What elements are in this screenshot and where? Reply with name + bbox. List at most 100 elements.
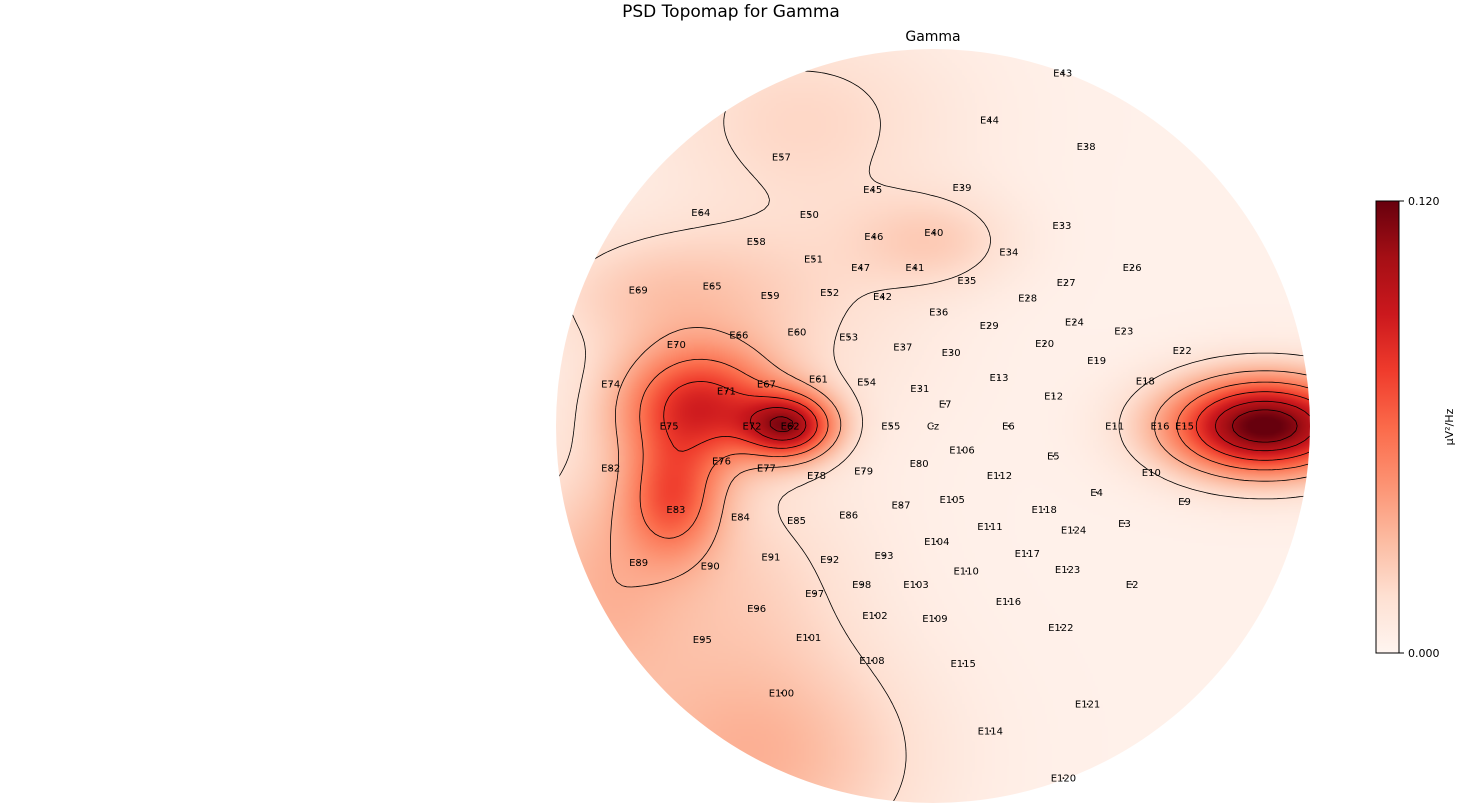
sensor-marker bbox=[675, 343, 678, 346]
sensor-label: E3 bbox=[1118, 519, 1131, 530]
sensor-e108: E108 bbox=[859, 656, 884, 667]
sensor-marker bbox=[937, 310, 940, 313]
sensor-label: E77 bbox=[757, 464, 776, 475]
sensor-label: E86 bbox=[839, 511, 858, 522]
sensor-e75: E75 bbox=[660, 422, 679, 433]
sensor-label: E74 bbox=[601, 379, 620, 390]
sensor-marker bbox=[1131, 583, 1133, 586]
sensor-label: E89 bbox=[629, 558, 648, 569]
sensor-label: E11 bbox=[1105, 422, 1124, 433]
sensor-e103: E103 bbox=[903, 580, 928, 591]
sensor-marker bbox=[828, 291, 831, 294]
sensor-e50: E50 bbox=[800, 210, 819, 221]
sensor-e124: E124 bbox=[1061, 526, 1086, 537]
sensor-e80: E80 bbox=[910, 459, 929, 470]
sensor-e61: E61 bbox=[809, 374, 828, 385]
sensor-label: E69 bbox=[629, 285, 648, 296]
sensor-e83: E83 bbox=[666, 505, 685, 516]
sensor-label: E103 bbox=[903, 580, 928, 591]
sensor-label: E122 bbox=[1048, 623, 1073, 634]
sensor-marker bbox=[934, 617, 936, 620]
contour-level-4 bbox=[663, 381, 1310, 461]
sensor-label: E20 bbox=[1035, 339, 1054, 350]
sensor-e7: E7 bbox=[939, 399, 952, 410]
sensor-e102: E102 bbox=[862, 611, 887, 622]
sensor-label: E92 bbox=[820, 555, 839, 566]
colorbar-gradient bbox=[1375, 200, 1400, 654]
sensor-marker bbox=[989, 525, 991, 528]
sensor-marker bbox=[609, 382, 612, 385]
sensor-e121: E121 bbox=[1075, 700, 1100, 711]
sensor-e106: E106 bbox=[949, 446, 974, 457]
sensor-marker bbox=[918, 462, 920, 465]
sensor-label: E115 bbox=[950, 659, 975, 670]
sensor-marker bbox=[770, 556, 772, 559]
sensor-marker bbox=[1144, 379, 1147, 382]
sensor-marker bbox=[989, 730, 992, 732]
sensor-e5: E5 bbox=[1047, 452, 1060, 463]
sensor-label: E106 bbox=[949, 446, 974, 457]
sensor-label: E117 bbox=[1015, 549, 1040, 560]
sensor-marker bbox=[1061, 224, 1063, 227]
sensor-marker bbox=[1052, 394, 1055, 397]
sensor-e97: E97 bbox=[805, 589, 824, 600]
sensor-label: E37 bbox=[893, 342, 912, 353]
sensor-e70: E70 bbox=[667, 340, 686, 351]
contour-level-2 bbox=[610, 327, 1310, 588]
sensor-e123: E123 bbox=[1055, 565, 1080, 576]
sensor-label: E104 bbox=[924, 537, 949, 548]
sensor-marker bbox=[988, 119, 991, 121]
sensor-e52: E52 bbox=[820, 288, 839, 299]
sensor-label: E43 bbox=[1053, 68, 1072, 79]
sensor-e9: E9 bbox=[1178, 497, 1191, 508]
sensor-marker bbox=[637, 561, 640, 564]
sensor-marker bbox=[871, 188, 874, 191]
sensor-marker bbox=[932, 231, 935, 234]
sensor-e89: E89 bbox=[629, 558, 648, 569]
sensor-marker bbox=[769, 294, 771, 297]
sensor-label: E58 bbox=[747, 237, 766, 248]
sensor-e47: E47 bbox=[851, 263, 870, 274]
sensor-e110: E110 bbox=[953, 567, 978, 578]
sensor-label: E13 bbox=[989, 373, 1008, 384]
sensor-marker bbox=[998, 474, 1001, 477]
sensor-e34: E34 bbox=[999, 247, 1018, 258]
sensor-e53: E53 bbox=[839, 333, 858, 344]
sensor-e22: E22 bbox=[1173, 346, 1192, 357]
sensor-e72: E72 bbox=[742, 422, 761, 433]
sensor-e12: E12 bbox=[1044, 391, 1063, 402]
sensor-label: E80 bbox=[910, 459, 929, 470]
sensor-marker bbox=[859, 266, 862, 269]
sensor-label: E50 bbox=[800, 210, 819, 221]
sensor-e59: E59 bbox=[761, 291, 780, 302]
sensor-marker bbox=[847, 336, 850, 338]
sensor-label: E101 bbox=[796, 633, 821, 644]
sensor-label: E111 bbox=[977, 522, 1002, 533]
sensor-label: E22 bbox=[1173, 346, 1192, 357]
sensor-e112: E112 bbox=[987, 471, 1012, 482]
sensor-marker bbox=[865, 381, 868, 383]
sensor-label: E79 bbox=[854, 467, 873, 478]
sensor-e55: E55 bbox=[881, 422, 900, 433]
sensor-e51: E51 bbox=[804, 255, 823, 266]
sensor-e10: E10 bbox=[1142, 468, 1161, 479]
sensor-marker bbox=[1026, 296, 1029, 299]
sensor-marker bbox=[795, 519, 798, 522]
sensor-label: E33 bbox=[1052, 221, 1071, 232]
sensor-label: E95 bbox=[693, 635, 712, 646]
sensor-marker bbox=[872, 235, 875, 238]
sensor-label: Cz bbox=[927, 422, 939, 433]
sensor-label: E71 bbox=[717, 386, 736, 397]
sensor-label: E7 bbox=[939, 399, 952, 410]
sensor-marker bbox=[796, 330, 798, 333]
sensor-labels: E43 E44 E38 E57 E45 E39 E64 E50 E33 E58 E46 E40 E34 E… bbox=[601, 68, 1194, 784]
sensor-e117: E117 bbox=[1015, 549, 1040, 560]
sensor-label: E46 bbox=[864, 232, 883, 243]
sensor-e13: E13 bbox=[989, 373, 1008, 384]
sensor-marker bbox=[1052, 455, 1055, 458]
sensor-e111: E111 bbox=[977, 522, 1002, 533]
sensor-marker bbox=[755, 240, 758, 243]
sensor-marker bbox=[900, 504, 902, 507]
